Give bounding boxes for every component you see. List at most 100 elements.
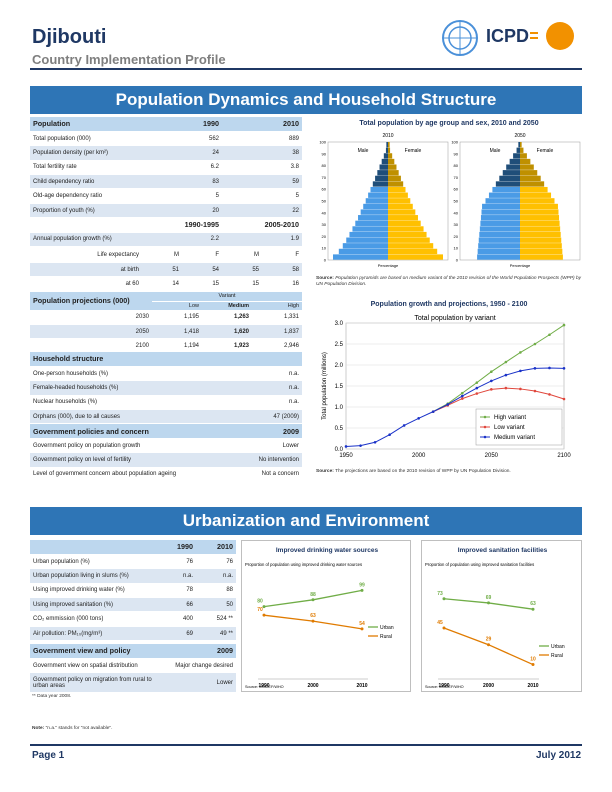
small-chart-subtitle: Proportion of population using improved … [245, 562, 362, 567]
table-header: 1990 2010 [30, 540, 236, 555]
x-tick-label: 2010 [356, 683, 367, 689]
table-row: Total population (000) 562 889 [30, 131, 302, 147]
female-bar [520, 209, 559, 215]
table-row: at 60 14 15 15 16 [30, 276, 302, 292]
data-label: 80 [257, 599, 263, 605]
male-bar [355, 220, 388, 226]
sanitation-chart-panel: Improved sanitation facilities Proportion… [421, 540, 582, 692]
data-point [460, 391, 464, 395]
legend-marker [483, 435, 487, 439]
life-expectancy-table: Life expectancy M F M F at birth 51 54 5… [30, 248, 302, 292]
legend-label: Low variant [494, 425, 525, 431]
data-point [487, 601, 490, 605]
age-tick: 40 [322, 210, 327, 215]
x-tick-label: 2010 [527, 683, 538, 689]
data-label: 70 [257, 607, 263, 613]
male-bar [372, 181, 388, 187]
female-bar [520, 158, 531, 165]
table-row: at birth 51 54 55 58 [30, 262, 302, 278]
female-bar [520, 192, 552, 198]
legend-marker [483, 415, 487, 419]
data-point [548, 366, 551, 370]
data-point [311, 598, 315, 602]
table-row: Orphans (000), due to all causes 47 (2009… [30, 409, 302, 425]
small-chart-source: Source: UNICEF/WHO [425, 685, 464, 689]
header-rule [30, 68, 582, 70]
male-bar [365, 198, 388, 204]
data-point [360, 588, 364, 592]
page-number: Page 1 [32, 750, 65, 761]
data-point [360, 627, 364, 631]
data-point [531, 663, 535, 667]
male-label: Male [490, 148, 501, 154]
female-bar [520, 254, 563, 260]
female-bar [520, 203, 558, 210]
female-bar [388, 215, 418, 221]
male-bar [482, 203, 520, 210]
growth-source: Source: The projections are based on the… [316, 469, 511, 474]
age-tick: 90 [454, 151, 459, 156]
data-point [490, 379, 493, 383]
data-point [417, 417, 420, 420]
male-bar [386, 142, 388, 148]
age-tick: 100 [451, 140, 458, 145]
age-tick: 100 [319, 140, 326, 145]
data-label: 10 [530, 657, 536, 663]
data-point [475, 381, 479, 384]
population-header: Population [30, 117, 142, 132]
data-label: 73 [437, 591, 443, 597]
y-tick-label: 0.0 [335, 447, 344, 453]
female-bar [388, 198, 411, 204]
age-tick: 30 [454, 222, 459, 227]
series-line [432, 324, 565, 413]
data-point [504, 386, 508, 390]
pyramid-year: 2050 [514, 133, 525, 139]
pyramid-title: Total population by age group and sex, 2… [359, 120, 539, 127]
water-chart-panel: Improved drinking water sources Proportio… [241, 540, 411, 692]
population-growth-chart: Total population by variant 0.0 0.5 1.0 1.5 2… [322, 315, 571, 459]
male-bar [488, 192, 520, 198]
table-row: Government policy on population growth Lo… [30, 438, 302, 454]
female-bar [388, 153, 393, 159]
female-bar [388, 192, 408, 198]
data-point [562, 397, 566, 401]
age-tick: 20 [454, 234, 459, 239]
female-bar [520, 181, 545, 187]
legend-label: High variant [494, 415, 526, 421]
table-row: 2030 1,195 1,263 1,331 [30, 310, 302, 325]
male-bar [338, 248, 388, 255]
female-bar [388, 237, 430, 243]
pyramid-xlabel: Percentage [510, 263, 531, 268]
legend-marker [483, 425, 487, 429]
female-bar [520, 147, 524, 153]
female-bar [520, 248, 563, 255]
table-header: Population projections (000) Variant [30, 292, 302, 311]
data-point [442, 626, 446, 630]
y-tick-label: 3.0 [335, 321, 344, 327]
female-bar [520, 226, 561, 232]
data-label: 63 [530, 601, 536, 607]
x-tick-label: 1990 [258, 683, 269, 689]
female-bar [520, 164, 534, 170]
male-bar [481, 209, 520, 215]
male-bar [477, 254, 520, 260]
female-bar [388, 231, 427, 238]
age-tick: 0 [456, 258, 459, 263]
table-row: Nuclear households (%) n.a. [30, 395, 302, 411]
female-label: Female [537, 148, 554, 154]
age-tick: 10 [454, 246, 459, 251]
age-tick: 0 [324, 258, 327, 263]
male-bar [352, 226, 388, 232]
data-label: 54 [359, 621, 365, 627]
female-bar [388, 243, 434, 249]
data-point [487, 643, 490, 647]
data-point [431, 410, 435, 413]
table-row: Air pollution: PM₁₀(mg/m³) 69 49 ** [30, 626, 236, 642]
drinking-water-chart: Improved drinking water sources Proportio… [245, 547, 394, 689]
male-bar [342, 243, 388, 249]
age-tick: 70 [454, 175, 459, 180]
female-bar [520, 186, 548, 193]
y-tick-label: 2.0 [335, 363, 344, 369]
x-tick-label: 2000 [307, 683, 318, 689]
female-bar [520, 237, 562, 243]
